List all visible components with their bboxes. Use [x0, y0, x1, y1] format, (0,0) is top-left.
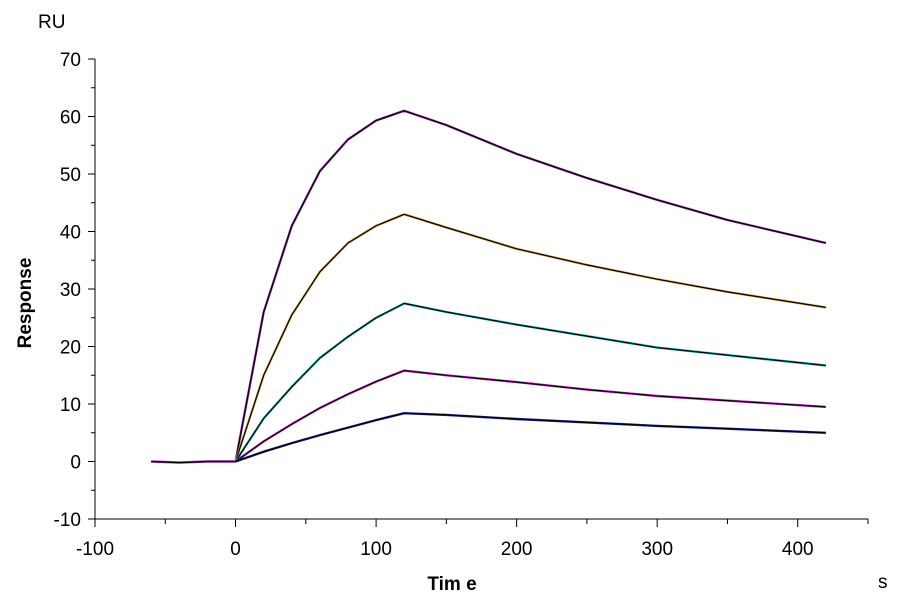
y-tick-label: 10 — [60, 395, 81, 416]
series-5-fit-line — [235, 412, 826, 463]
x-axis-title: Tim e — [427, 574, 476, 595]
x-unit-label: s — [878, 572, 888, 593]
y-tick-label: 30 — [60, 280, 81, 301]
series-3-fit-line — [234, 302, 826, 462]
series-layer — [151, 109, 827, 464]
series-2-measured-line — [234, 213, 826, 462]
x-tick-label: 400 — [782, 539, 814, 560]
x-tick-label: 300 — [641, 539, 673, 560]
x-tick-label: 200 — [501, 539, 533, 560]
y-tick-label: 70 — [60, 50, 81, 71]
series-4-fit-line — [235, 370, 826, 462]
y-tick-label: 0 — [70, 453, 81, 474]
series-1-fit-line — [151, 110, 826, 464]
y-tick-label: 20 — [60, 338, 81, 359]
y-tick-label: -10 — [54, 510, 81, 531]
y-tick-label: 50 — [60, 165, 81, 186]
x-tick-label: -100 — [76, 539, 114, 560]
series-2-fit-line — [234, 213, 826, 462]
y-axis-title: Response — [15, 258, 36, 349]
series-4-measured-line — [234, 369, 826, 463]
y-tick-label: 40 — [60, 223, 81, 244]
series-5-measured-line — [235, 412, 826, 463]
y-tick-label: 60 — [60, 108, 81, 129]
x-tick-label: 0 — [230, 539, 241, 560]
x-tick-label: 100 — [360, 539, 392, 560]
y-unit-label: RU — [38, 12, 65, 33]
